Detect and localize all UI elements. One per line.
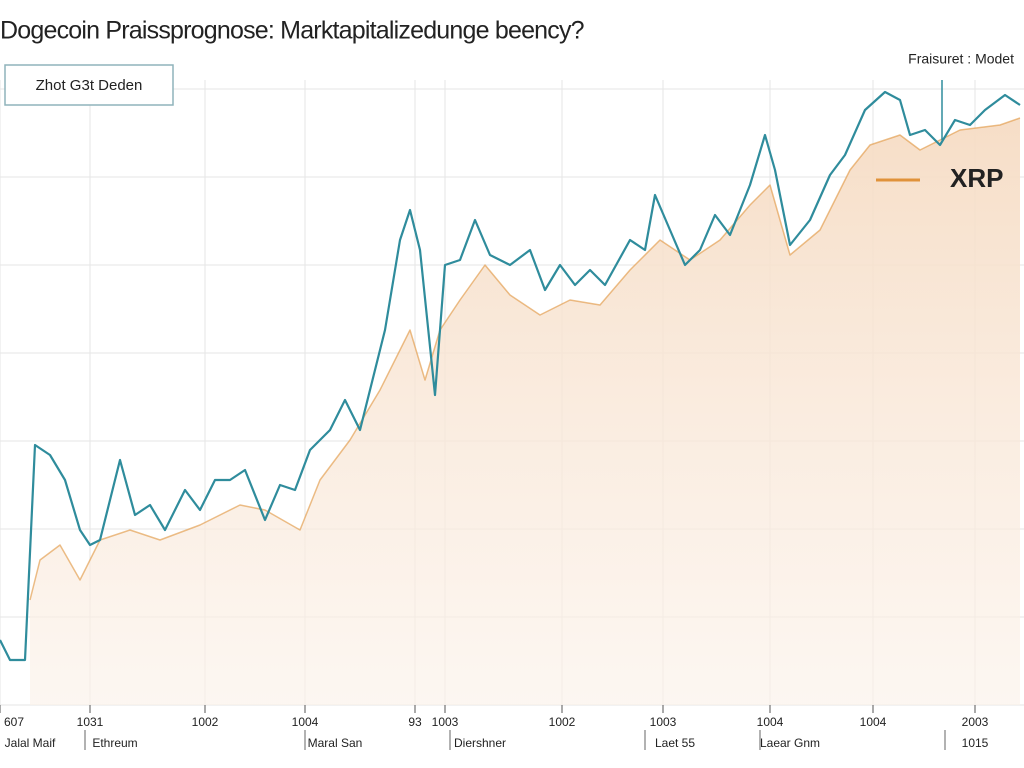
plot-area [0, 90, 1021, 705]
x-tick-label: 1002 [192, 715, 219, 729]
box-label: Zhot G3t Deden [36, 77, 143, 94]
series-line [0, 90, 1021, 662]
corner-label: Fraisuret : Modet [908, 51, 1014, 67]
x-tick-label: 93 [408, 715, 422, 729]
x-sublabel: 1015 [962, 736, 989, 750]
x-sublabel: Maral San [308, 736, 363, 750]
x-axis: 607 1031 1002 1004 93 1003 1002 1003 1004 1004 200… [0, 705, 989, 750]
x-sublabel: Laear Gnm [760, 736, 820, 750]
legend-label: XRP [950, 163, 1003, 193]
x-sublabel: Diershner [454, 736, 506, 750]
x-tick-label: 1031 [77, 715, 104, 729]
x-tick-label: 1003 [432, 715, 459, 729]
area [30, 118, 1020, 705]
chart-title: Dogecoin Praissprognose: Marktapitalized… [0, 17, 584, 45]
legend: XRP [876, 163, 1003, 193]
x-sublabel: Laet 55 [655, 736, 695, 750]
series-line [29, 117, 1021, 601]
x-sublabel: Ethreum [92, 736, 137, 750]
x-tick-label: 1004 [757, 715, 784, 729]
x-tick-label: 607 [4, 715, 24, 729]
x-tick-label: 1004 [292, 715, 319, 729]
x-tick-label: 1004 [860, 715, 887, 729]
x-sublabel: Jalal Maif [5, 736, 56, 750]
x-tick-label: 1003 [650, 715, 677, 729]
x-tick-label: 1002 [549, 715, 576, 729]
x-tick-label: 2003 [962, 715, 989, 729]
label-box [4, 64, 174, 106]
